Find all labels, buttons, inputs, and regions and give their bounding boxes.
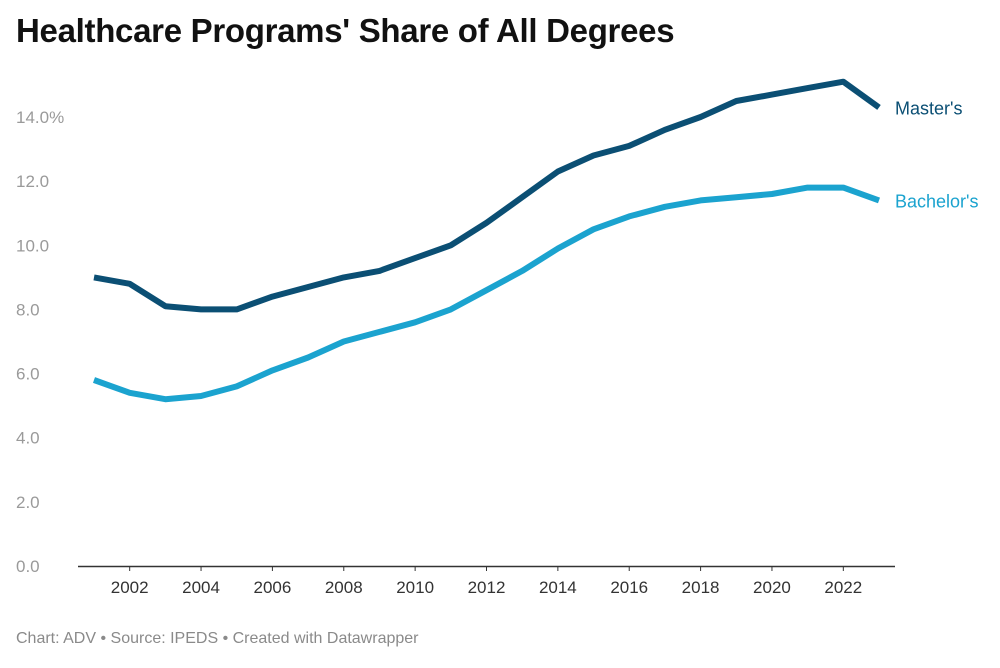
y-tick-label: 4.0 — [16, 429, 40, 448]
x-tick-label: 2008 — [325, 578, 363, 597]
series-lines — [92, 78, 881, 403]
x-tick-label: 2002 — [111, 578, 149, 597]
series-label-bachelors: Bachelor's — [895, 191, 978, 211]
series-labels: Master's Bachelor's — [895, 98, 978, 211]
x-tick-label: 2012 — [468, 578, 506, 597]
series-label-masters: Master's — [895, 98, 962, 118]
y-tick-label: 2.0 — [16, 493, 40, 512]
x-tick-label: 2022 — [824, 578, 862, 597]
x-tick-label: 2016 — [610, 578, 648, 597]
y-tick-label: 12.0 — [16, 172, 49, 191]
x-tick-label: 2020 — [753, 578, 791, 597]
x-tick-label: 2010 — [396, 578, 434, 597]
y-axis: 0.0 2.0 4.0 6.0 8.0 10.0 12.0 14.0% — [16, 108, 64, 576]
x-tick-label: 2006 — [253, 578, 291, 597]
y-tick-label: 10.0 — [16, 236, 49, 255]
x-tick-label: 2018 — [682, 578, 720, 597]
y-tick-label: 0.0 — [16, 557, 40, 576]
chart-title: Healthcare Programs' Share of All Degree… — [16, 12, 675, 49]
x-axis: 2002 2004 2006 2008 2010 2012 2014 2016 2018 2020… — [78, 565, 895, 597]
x-tick-label: 2014 — [539, 578, 577, 597]
x-tick-label: 2004 — [182, 578, 220, 597]
y-tick-label: 6.0 — [16, 365, 40, 384]
y-tick-label: 8.0 — [16, 300, 40, 319]
y-tick-label: 14.0% — [16, 108, 64, 127]
chart-footer: Chart: ADV • Source: IPEDS • Created wit… — [16, 630, 419, 647]
